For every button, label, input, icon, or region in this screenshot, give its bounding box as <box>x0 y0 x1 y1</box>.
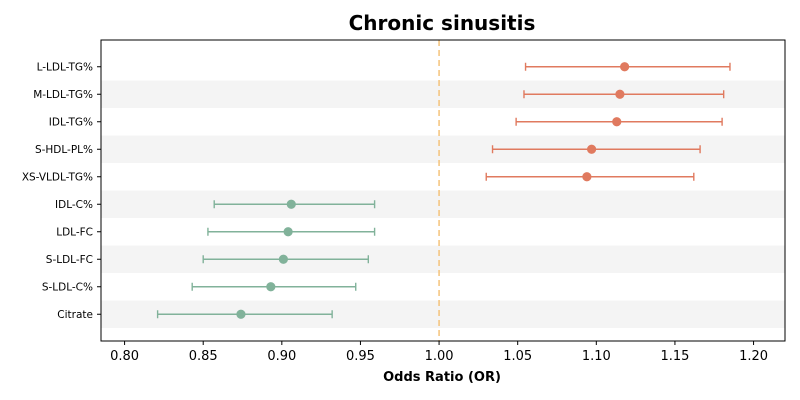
point-estimate <box>620 62 630 72</box>
x-tick-label: 0.80 <box>110 349 139 364</box>
x-tick-label: 1.10 <box>582 349 611 364</box>
y-tick-label: LDL-FC <box>56 227 93 239</box>
plot-frame <box>100 39 786 342</box>
row-band <box>101 190 785 218</box>
x-axis-label: Odds Ratio (OR) <box>383 370 501 385</box>
y-tick-label: Citrate <box>57 309 93 321</box>
point-estimate <box>266 282 276 292</box>
y-tick-label: S-LDL-C% <box>42 282 93 294</box>
y-axis: L-LDL-TG% M-LDL-TG% IDL-TG% S-HDL-PL% XS-VLD… <box>22 62 101 321</box>
y-tick-label: IDL-TG% <box>49 117 93 129</box>
y-tick-label: IDL-C% <box>55 199 93 211</box>
x-tick-label: 1.15 <box>660 349 689 364</box>
x-tick-label: 1.00 <box>425 349 454 364</box>
point-estimate <box>586 144 597 154</box>
y-tick-label: M-LDL-TG% <box>33 89 93 101</box>
x-tick-label: 1.20 <box>739 349 768 364</box>
point-estimate <box>615 89 625 99</box>
y-tick-label: S-LDL-FC <box>46 254 93 266</box>
y-tick-label: XS-VLDL-TG% <box>22 172 93 184</box>
point-estimate <box>612 117 622 127</box>
x-tick-label: 0.85 <box>189 349 218 364</box>
x-tick-label: 0.90 <box>267 349 296 364</box>
y-tick-label: S-HDL-PL% <box>35 144 93 156</box>
row-bands <box>101 80 785 328</box>
x-tick-label: 1.05 <box>503 349 532 364</box>
point-estimate <box>582 172 592 182</box>
estimates-group <box>156 62 731 319</box>
point-estimate <box>283 227 293 237</box>
point-estimate <box>286 199 296 209</box>
point-estimate <box>278 254 288 264</box>
x-tick-label: 0.95 <box>346 349 375 364</box>
chart-title: Chronic sinusitis <box>349 11 536 35</box>
x-axis: 0.80 0.85 0.90 0.95 1.00 1.05 1.10 1.15 1.20 <box>110 341 768 364</box>
point-estimate <box>236 309 246 319</box>
y-tick-label: L-LDL-TG% <box>37 62 93 74</box>
